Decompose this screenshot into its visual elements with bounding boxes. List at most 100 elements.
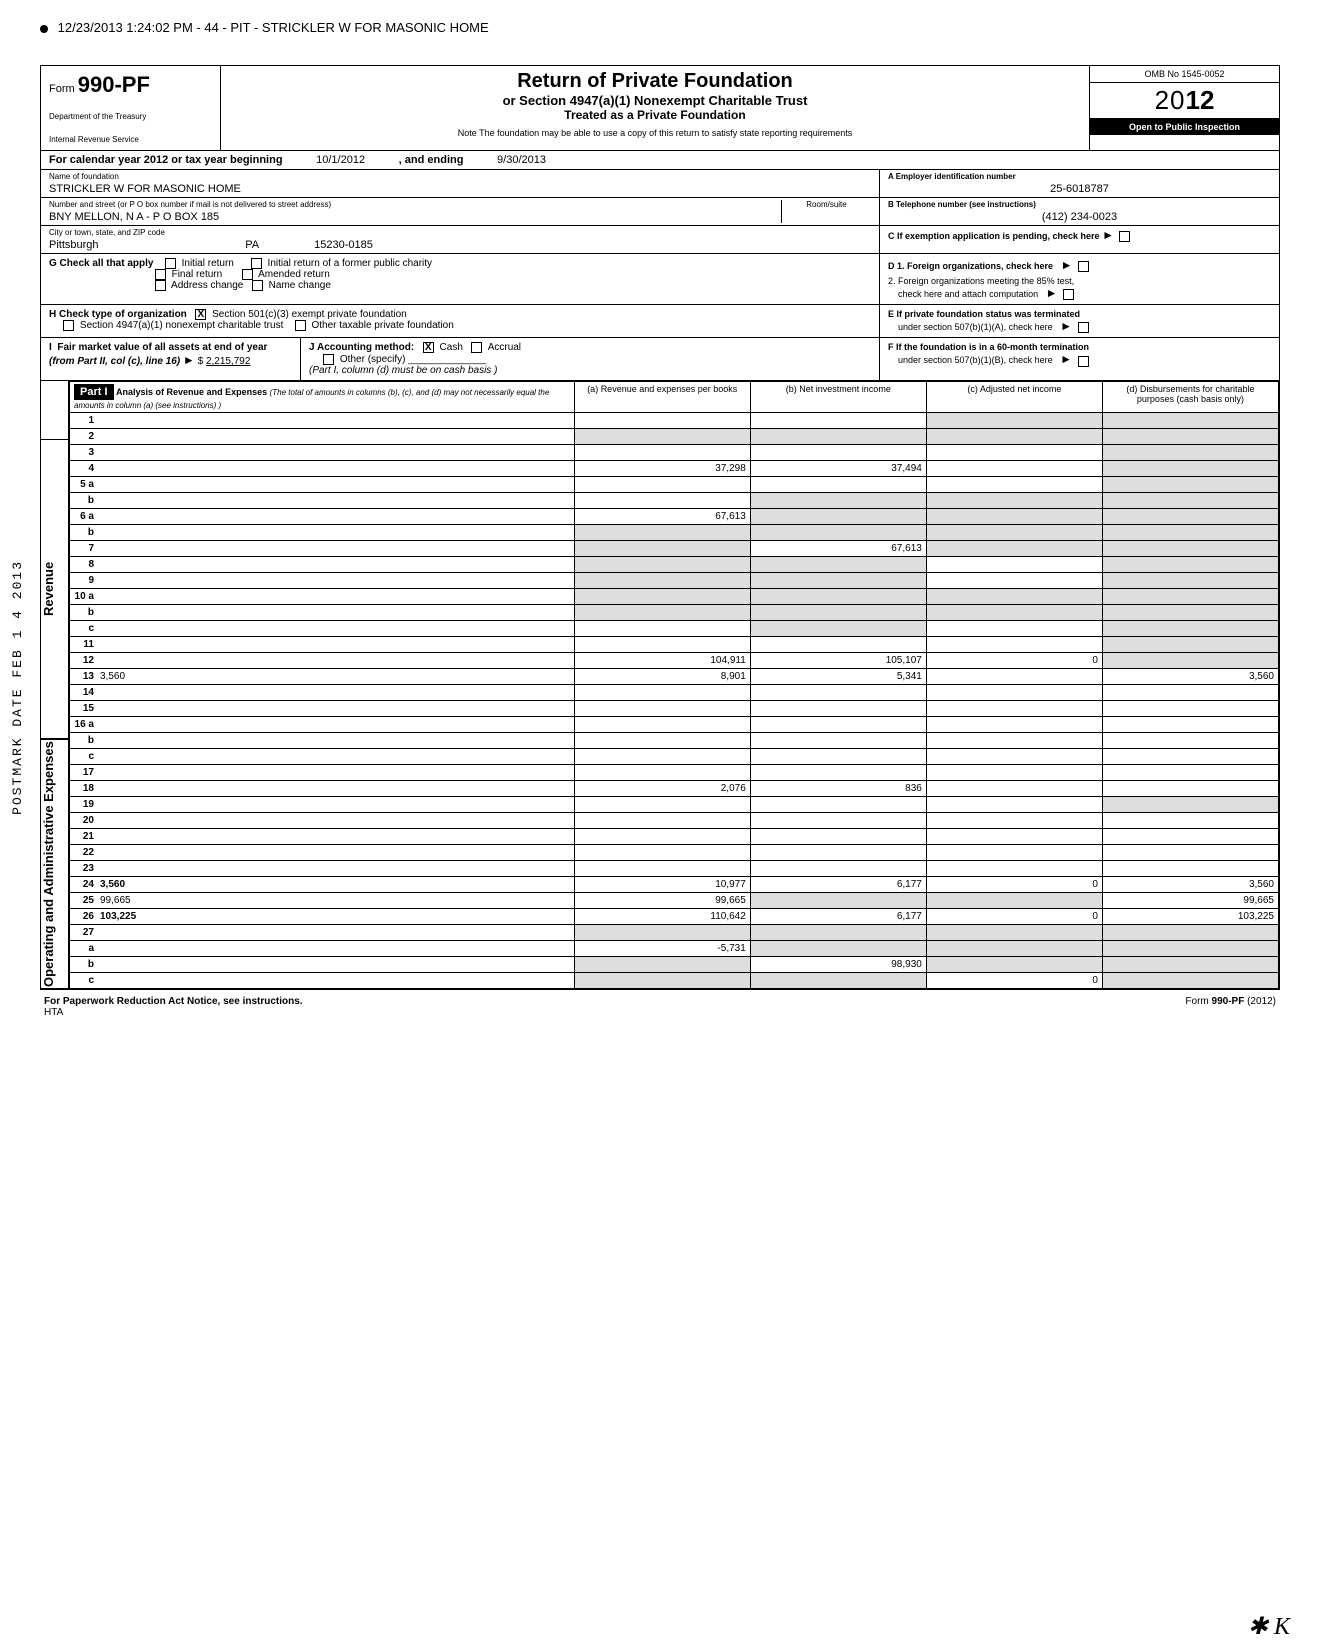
checkbox-amended[interactable] <box>242 269 253 280</box>
checkbox-e[interactable] <box>1078 322 1089 333</box>
table-row: c <box>70 748 1279 764</box>
checkbox-501c3[interactable]: X <box>195 309 206 320</box>
c-pending-cell: C If exemption application is pending, c… <box>880 226 1279 244</box>
table-row: 19 <box>70 796 1279 812</box>
tel-label: B Telephone number (see instructions) <box>888 200 1271 209</box>
tax-year: 2012 <box>1090 83 1279 119</box>
checkbox-namechg[interactable] <box>252 280 263 291</box>
h-opt-2: Section 4947(a)(1) nonexempt charitable … <box>80 321 283 332</box>
form-subtitle-1: or Section 4947(a)(1) Nonexempt Charitab… <box>229 93 1081 108</box>
c-label: C If exemption application is pending, c… <box>888 231 1100 241</box>
checkbox-addrchg[interactable] <box>155 280 166 291</box>
table-row: 17 <box>70 764 1279 780</box>
checkbox-d1[interactable] <box>1078 261 1089 272</box>
top-timestamp: 12/23/2013 1:24:02 PM - 44 - PIT - STRIC… <box>40 20 1280 35</box>
addr-value: BNY MELLON, N A - P O BOX 185 <box>49 211 781 223</box>
f1-label: F If the foundation is in a 60-month ter… <box>888 342 1089 352</box>
paperwork-notice: For Paperwork Reduction Act Notice, see … <box>44 996 303 1007</box>
addr-label: Number and street (or P O box number if … <box>49 200 781 209</box>
row-h-e: H Check type of organization X Section 5… <box>41 305 1279 338</box>
table-row: 182,076836 <box>70 780 1279 796</box>
table-row: 27 <box>70 924 1279 940</box>
form-note: Note The foundation may be able to use a… <box>229 128 1081 138</box>
checkbox-f[interactable] <box>1078 356 1089 367</box>
col-a-header: (a) Revenue and expenses per books <box>574 381 750 412</box>
d2b-label: check here and attach computation <box>898 289 1038 299</box>
h-opt-3: Other taxable private foundation <box>311 321 453 332</box>
checkbox-c[interactable] <box>1119 231 1130 242</box>
table-row: c <box>70 620 1279 636</box>
tel-value: (412) 234-0023 <box>888 211 1271 223</box>
checkbox-former[interactable] <box>251 258 262 269</box>
checkbox-4947[interactable] <box>63 320 74 331</box>
j-note: (Part I, column (d) must be on cash basi… <box>309 365 497 376</box>
table-row: a-5,731 <box>70 940 1279 956</box>
row-i-j-f: I Fair market value of all assets at end… <box>41 338 1279 380</box>
checkbox-accrual[interactable] <box>471 342 482 353</box>
checkbox-other-acct[interactable] <box>323 354 334 365</box>
table-row: 2599,66599,66599,665 <box>70 892 1279 908</box>
checkbox-d2[interactable] <box>1063 289 1074 300</box>
f2-label: under section 507(b)(1)(B), check here <box>898 355 1053 365</box>
g-opt-1: Final return <box>172 269 223 280</box>
table-row: 9 <box>70 572 1279 588</box>
form-title: Return of Private Foundation <box>229 70 1081 93</box>
table-row: 8 <box>70 556 1279 572</box>
g-label: G Check all that apply <box>49 258 153 269</box>
checkbox-final[interactable] <box>155 269 166 280</box>
stamp-text: 12/23/2013 1:24:02 PM - 44 - PIT - STRIC… <box>58 20 489 35</box>
analysis-table: Part I Analysis of Revenue and Expenses … <box>69 381 1279 989</box>
table-row: 22 <box>70 844 1279 860</box>
table-row: b <box>70 732 1279 748</box>
calendar-year-row: For calendar year 2012 or tax year begin… <box>41 151 1279 170</box>
form-ref: Form 990-PF (2012) <box>1185 996 1276 1018</box>
table-row: 15 <box>70 700 1279 716</box>
g-opt-5: Name change <box>269 280 331 291</box>
form-subtitle-2: Treated as a Private Foundation <box>229 108 1081 122</box>
h-label: H Check type of organization <box>49 309 187 320</box>
table-row: 243,56010,9776,17703,560 <box>70 876 1279 892</box>
tel-cell: B Telephone number (see instructions) (4… <box>880 198 1279 226</box>
table-row: c0 <box>70 972 1279 988</box>
dept-irs: Internal Revenue Service <box>49 135 212 144</box>
g-opt-2: Address change <box>171 280 243 291</box>
postmark-side: POSTMARK DATE FEB 1 4 2013 <box>10 560 25 815</box>
zip-value: 15230-0185 <box>314 239 373 251</box>
ein-label: A Employer identification number <box>888 172 1271 181</box>
part1-title: Analysis of Revenue and Expenses <box>116 387 267 397</box>
table-row: 133,5608,9015,3413,560 <box>70 668 1279 684</box>
checkbox-initial[interactable] <box>165 258 176 269</box>
side-label-operating: Operating and Administrative Expenses <box>41 739 69 989</box>
city-row: City or town, state, and ZIP code Pittsb… <box>41 226 879 253</box>
cy-begin-date: 10/1/2012 <box>286 154 396 166</box>
part1-block: Revenue Operating and Administrative Exp… <box>41 381 1279 989</box>
city-label: City or town, state, and ZIP code <box>49 228 871 237</box>
table-row: 12104,911105,1070 <box>70 652 1279 668</box>
name-ein-block: Name of foundation STRICKLER W FOR MASON… <box>41 170 1279 254</box>
initials-signature: ✱ K <box>1248 1612 1290 1641</box>
j-accrual: Accrual <box>488 343 521 354</box>
j-other: Other (specify) <box>340 354 406 365</box>
year-suffix: 12 <box>1186 85 1215 115</box>
d2a-label: 2. Foreign organizations meeting the 85%… <box>888 276 1074 286</box>
cy-label-begin: For calendar year 2012 or tax year begin… <box>49 154 283 166</box>
table-row: 11 <box>70 636 1279 652</box>
foundation-name: STRICKLER W FOR MASONIC HOME <box>49 183 871 195</box>
d1-label: D 1. Foreign organizations, check here <box>888 261 1053 271</box>
table-row: 10 a <box>70 588 1279 604</box>
table-row: 437,29837,494 <box>70 460 1279 476</box>
dept-treasury: Department of the Treasury <box>49 112 212 121</box>
checkbox-other-tax[interactable] <box>295 320 306 331</box>
form-id-block: Form 990-PF Department of the Treasury I… <box>41 66 221 150</box>
h-opt-1: Section 501(c)(3) exempt private foundat… <box>212 309 407 320</box>
table-row: 767,613 <box>70 540 1279 556</box>
room-label: Room/suite <box>782 200 871 209</box>
state-value: PA <box>245 239 259 251</box>
bullet-icon <box>40 25 48 33</box>
city-value: Pittsburgh <box>49 239 99 251</box>
checkbox-cash[interactable]: X <box>423 342 434 353</box>
form-990pf: Form 990-PF Department of the Treasury I… <box>40 65 1280 990</box>
table-row: 21 <box>70 828 1279 844</box>
part1-label: Part I <box>74 384 114 400</box>
table-row: 2 <box>70 428 1279 444</box>
